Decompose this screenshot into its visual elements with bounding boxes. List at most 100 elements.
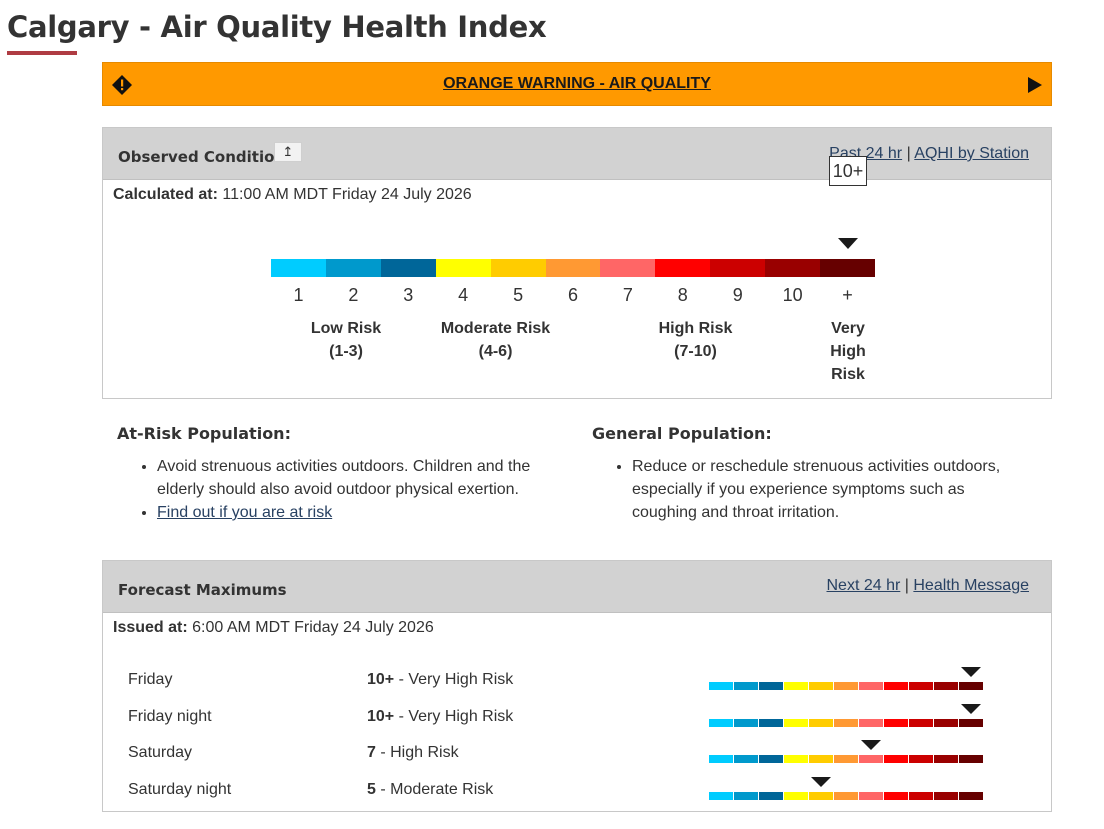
- find-out-if-at-risk-link[interactable]: Find out if you are at risk: [157, 504, 333, 521]
- at-risk-link-item: Find out if you are at risk: [157, 501, 557, 524]
- forecast-scale-segment: [934, 719, 958, 727]
- scale-number: 7: [622, 285, 633, 305]
- forecast-scale-segment: [909, 719, 933, 727]
- issued-value: 6:00 AM MDT Friday 24 July 2026: [192, 619, 434, 636]
- scale-segment-2: [325, 259, 381, 277]
- forecast-scale-bar: [709, 682, 983, 690]
- current-index-pointer: [838, 238, 858, 249]
- observed-links: Past 24 hr | AQHI by Station: [829, 145, 1029, 163]
- forecast-scale-segment: [759, 755, 783, 763]
- forecast-scale-segment: [859, 755, 883, 763]
- forecast-scale-segment: [884, 792, 908, 800]
- aqhi-by-station-link[interactable]: AQHI by Station: [914, 145, 1029, 162]
- forecast-row: Friday night 10+ - Very High Risk: [128, 702, 1028, 730]
- scale-number: 6: [567, 285, 578, 305]
- forecast-scale-segment: [884, 719, 908, 727]
- aqhi-scale-bar: [271, 259, 875, 277]
- forecast-scale-segment: [859, 682, 883, 690]
- scale-number: 10: [782, 285, 803, 305]
- forecast-index: 7: [367, 744, 376, 761]
- scale-number: +: [842, 285, 853, 305]
- forecast-risk: - Moderate Risk: [375, 781, 494, 798]
- forecast-scale-segment: [784, 682, 808, 690]
- forecast-scale-segment: [734, 755, 758, 763]
- general-list: Reduce or reschedule strenuous activitie…: [592, 455, 1032, 524]
- at-risk-heading: At-Risk Population:: [117, 424, 291, 443]
- forecast-day: Saturday: [128, 744, 193, 761]
- forecast-scale-segment: [834, 792, 858, 800]
- health-message-link[interactable]: Health Message: [913, 577, 1029, 594]
- risk-very-high-line3: Risk: [831, 366, 865, 383]
- forecast-scale-segment: [909, 682, 933, 690]
- forecast-scale-segment: [734, 719, 758, 727]
- forecast-header: Forecast Maximums Next 24 hr | Health Me…: [103, 561, 1051, 613]
- forecast-scale-segment: [834, 682, 858, 690]
- calculated-label: Calculated at:: [113, 186, 218, 203]
- forecast-scale-segment: [809, 719, 833, 727]
- scale-segment-6: [545, 259, 601, 277]
- forecast-row: Friday 10+ - Very High Risk: [128, 665, 1028, 693]
- observed-heading: Observed Conditions: [118, 148, 294, 166]
- warning-diamond-icon: [112, 75, 132, 95]
- risk-label-moderate: Moderate Risk (4-6): [433, 317, 558, 363]
- forecast-scale-segment: [784, 792, 808, 800]
- next-24hr-link[interactable]: Next 24 hr: [826, 577, 901, 594]
- scale-segment-1: [271, 259, 326, 277]
- risk-low-name: Low Risk: [310, 320, 382, 337]
- general-population: General Population: Reduce or reschedule…: [592, 424, 1032, 524]
- expand-arrow-icon[interactable]: [1028, 77, 1042, 93]
- forecast-index: 10+: [367, 708, 395, 725]
- scale-segment-10: [765, 259, 821, 277]
- forecast-scale-segment: [734, 682, 758, 690]
- at-risk-item: Avoid strenuous activities outdoors. Chi…: [157, 455, 557, 501]
- general-heading: General Population:: [592, 424, 772, 443]
- forecast-scale-segment: [784, 755, 808, 763]
- risk-moderate-name: Moderate Risk: [440, 320, 551, 337]
- forecast-scale-segment: [809, 682, 833, 690]
- forecast-scale-segment: [709, 682, 733, 690]
- risk-moderate-range: (4-6): [478, 343, 513, 360]
- scale-segment-3: [380, 259, 436, 277]
- risk-label-high: High Risk (7-10): [643, 317, 748, 363]
- forecast-links: Next 24 hr | Health Message: [827, 577, 1030, 595]
- risk-label-very-high: Very High Risk: [818, 317, 878, 386]
- scale-number: 8: [677, 285, 688, 305]
- forecast-value: 5 - Moderate Risk: [367, 781, 493, 799]
- forecast-risk: - Very High Risk: [394, 671, 514, 688]
- risk-high-name: High Risk: [658, 320, 733, 337]
- forecast-scale-segment: [834, 755, 858, 763]
- forecast-scale-segment: [959, 792, 983, 800]
- forecast-scale-segment: [934, 755, 958, 763]
- pin-button[interactable]: ↥: [274, 142, 302, 162]
- scale-number: 2: [348, 285, 359, 305]
- forecast-pointer: [960, 667, 981, 677]
- forecast-scale-segment: [759, 719, 783, 727]
- scale-segment-11: [820, 259, 875, 277]
- forecast-scale-segment: [809, 755, 833, 763]
- forecast-scale-bar: [709, 755, 983, 763]
- warning-link[interactable]: ORANGE WARNING - AIR QUALITY: [443, 75, 711, 92]
- forecast-pointer: [811, 777, 832, 787]
- forecast-scale-segment: [959, 755, 983, 763]
- forecast-scale-segment: [709, 719, 733, 727]
- forecast-scale-segment: [934, 792, 958, 800]
- risk-very-high-line2: High: [830, 343, 866, 360]
- scale-number: 3: [403, 285, 414, 305]
- scale-segment-7: [600, 259, 656, 277]
- forecast-scale-segment: [759, 682, 783, 690]
- risk-low-range: (1-3): [329, 343, 363, 360]
- risk-high-range: (7-10): [674, 343, 717, 360]
- forecast-value: 7 - High Risk: [367, 744, 459, 762]
- forecast-day: Saturday night: [128, 781, 232, 798]
- at-risk-list: Avoid strenuous activities outdoors. Chi…: [117, 455, 557, 524]
- scale-number: 1: [293, 285, 304, 305]
- warning-banner[interactable]: ORANGE WARNING - AIR QUALITY: [102, 62, 1052, 106]
- forecast-scale-segment: [709, 755, 733, 763]
- forecast-scale-segment: [834, 719, 858, 727]
- risk-very-high-line1: Very: [831, 320, 865, 337]
- calculated-at: Calculated at: 11:00 AM MDT Friday 24 Ju…: [113, 186, 472, 204]
- general-item: Reduce or reschedule strenuous activitie…: [632, 455, 1032, 524]
- at-risk-population: At-Risk Population: Avoid strenuous acti…: [117, 424, 557, 524]
- scale-segment-8: [655, 259, 711, 277]
- forecast-scale-segment: [734, 792, 758, 800]
